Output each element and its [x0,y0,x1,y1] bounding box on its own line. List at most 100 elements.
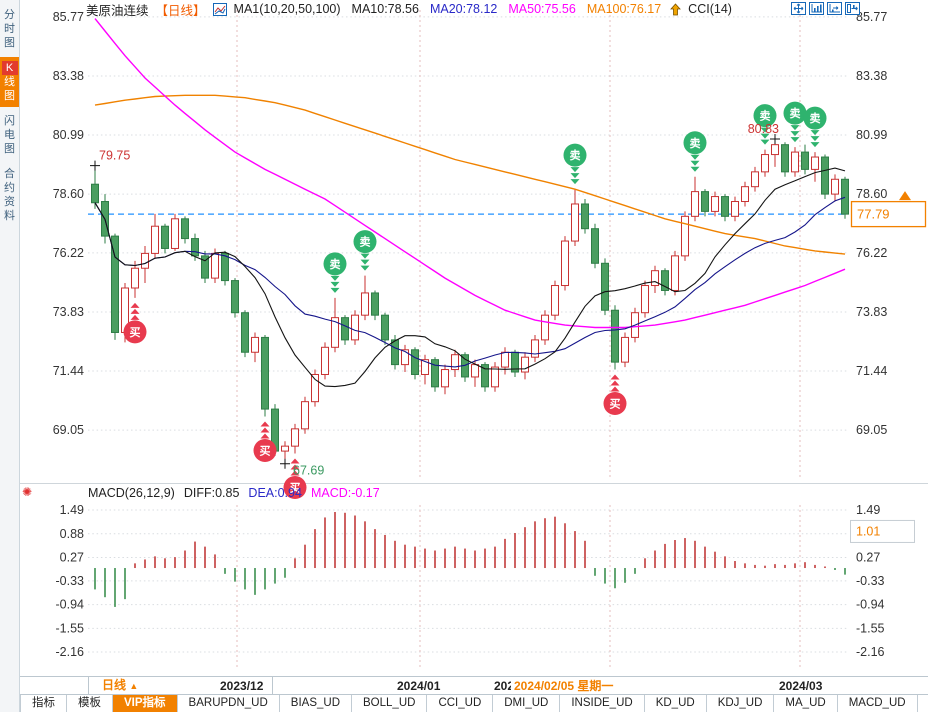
candlestick [261,334,269,417]
zoom-axis-icon[interactable] [809,2,824,15]
sidebar-item-char: 资 [4,196,15,208]
macd-header: MACD(26,12,9) DIFF:0.85 DEA:0.94 MACD:-0.1… [88,486,380,501]
candlestick [321,342,329,380]
svg-text:卖: 卖 [690,136,701,150]
line-chart-icon[interactable] [212,2,227,16]
orange-up-arrow-icon[interactable] [670,2,682,16]
candlestick [361,275,369,321]
tab-inside_ud[interactable]: INSIDE_UD [560,695,645,712]
svg-text:1.49: 1.49 [856,503,880,517]
price-annotation: 67.69 [280,458,324,478]
tab-cci_ud[interactable]: CCI_UD [427,695,494,712]
current-price-box: 77.79 [850,191,927,228]
sidebar-item-char: 约 [4,182,15,194]
svg-text:-0.94: -0.94 [56,598,85,612]
candlestick [821,154,829,200]
sidebar-item-2[interactable]: 闪电图 [0,110,19,160]
svg-text:71.44: 71.44 [856,364,887,378]
macd-readout-2: MACD:-0.17 [310,486,380,500]
tab-kd_ud[interactable]: KD_UD [645,695,707,712]
svg-text:83.38: 83.38 [53,69,84,83]
candlestick [611,305,619,370]
candlestick [711,191,719,217]
candlesticks [91,138,849,464]
candlestick [831,174,839,202]
indicator-readout-1: MA10:78.56 [351,2,419,16]
gridlines [88,10,848,668]
candlestick [691,176,699,222]
svg-text:79.75: 79.75 [99,149,130,163]
tab-[interactable]: 指标 [21,695,67,712]
svg-text:73.83: 73.83 [53,305,84,319]
candlestick [761,149,769,177]
candlestick [421,354,429,385]
tab-[interactable]: 模板 [67,695,113,712]
tab-vip[interactable]: VIP指标 [113,695,178,712]
candlestick [241,310,249,358]
pan-axis-icon[interactable] [827,2,842,15]
candlestick [431,357,439,392]
candlestick [651,265,659,293]
sidebar-item-char: 时 [4,23,15,35]
sidebar-item-0[interactable]: 分时图 [0,4,19,54]
indicator-readout-0: MA1(10,20,50,100) [233,2,341,16]
svg-text:67.69: 67.69 [293,464,324,478]
svg-text:买: 买 [260,444,271,457]
chart-header: 美原油连续 【日线】 MA1(10,20,50,100) MA10:78.56 MA… [86,1,732,18]
candlestick [571,189,579,246]
x-axis-label: 2024/01 [397,679,441,693]
candlestick [171,213,179,251]
sidebar-item-3[interactable]: 合约资料 [0,163,19,227]
candlestick [531,334,539,363]
price-annotation: 79.75 [90,149,130,171]
selected-date-label: 2024/02/05 星期一 [511,678,617,694]
tab-kdj_ud[interactable]: KDJ_UD [707,695,775,712]
candlestick [751,166,759,192]
tab-ma_ud[interactable]: MA_UD [774,695,838,712]
svg-text:-0.94: -0.94 [856,598,885,612]
svg-text:78.60: 78.60 [53,187,84,201]
sell-marker: 卖 [803,106,827,148]
tab-[interactable]: >> [918,695,928,712]
buy-marker: 买 [253,421,277,462]
candlestick [551,280,559,321]
candlestick [601,258,609,316]
macd-settings-icon[interactable]: ✺ [22,485,33,499]
svg-text:1.01: 1.01 [856,524,880,538]
tab-boll_ud[interactable]: BOLL_UD [352,695,428,712]
ma-line-ma20 [94,196,846,368]
price-chart-canvas[interactable]: 买买买买卖卖卖卖卖卖卖79.7567.6980.8385.77 85.7783.3… [0,0,928,676]
svg-text:76.22: 76.22 [53,246,84,260]
period-selector-label: 日线 [102,678,127,692]
period-selector[interactable]: 日线 ▲ [88,677,273,695]
candlestick [591,223,599,269]
svg-text:-2.16: -2.16 [56,645,85,659]
sidebar-item-char: 线 [4,76,15,88]
candlestick [541,310,549,345]
candlestick [451,349,459,377]
candlestick [621,332,629,368]
candlestick [311,369,319,407]
tab-barupdn_ud[interactable]: BARUPDN_UD [178,695,280,712]
svg-text:73.83: 73.83 [856,305,887,319]
crosshair-move-icon[interactable] [791,2,806,15]
tab-dmi_ud[interactable]: DMI_UD [493,695,561,712]
svg-text:买: 买 [130,326,141,339]
symbol-name: 美原油连续 [86,3,149,18]
candlestick [411,347,419,380]
collapse-panel-icon[interactable] [845,2,860,15]
svg-text:-0.33: -0.33 [56,574,85,588]
indicator-readout-4: MA100:76.17 [586,2,662,16]
tab-bias_ud[interactable]: BIAS_UD [280,695,353,712]
candlestick [731,196,739,222]
candlestick [581,199,589,234]
tab-macd_ud[interactable]: MACD_UD [838,695,918,712]
x-axis-label: 2024/03 [779,679,823,693]
svg-text:-2.16: -2.16 [856,645,885,659]
indicator-readout-2: MA20:78.12 [429,2,498,16]
sidebar-item-char: 合 [4,168,15,180]
ma-line-ma100 [94,94,846,255]
price-axis-labels: 85.77 85.77 83.38 83.38 80.99 80.99 78.60 78.60… [53,10,888,659]
